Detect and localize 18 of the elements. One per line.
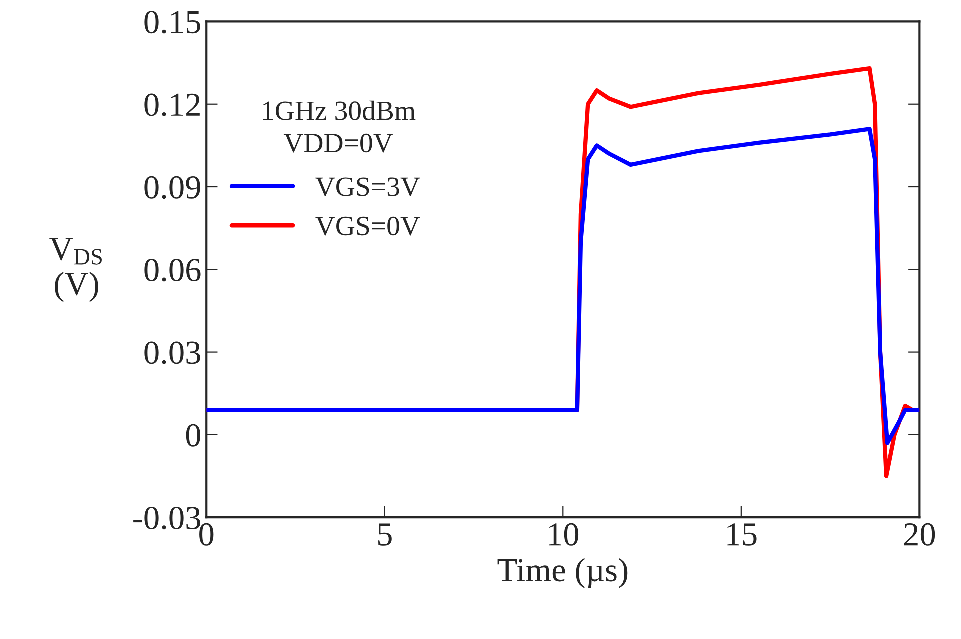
legend-label: VGS=0V xyxy=(316,216,420,236)
y-tick-label: 0.09 xyxy=(144,176,200,200)
line-series xyxy=(206,127,920,446)
x-tick-label: 10 xyxy=(549,523,579,546)
annotation: 1GHz 30dBm xyxy=(263,100,416,120)
legend-label: VGS=3V xyxy=(316,178,420,197)
y-axis-title: V$_{DS}$ (V) xyxy=(50,238,102,302)
y-tick-label: 0 xyxy=(186,424,200,447)
y-tick-label: 0.03 xyxy=(144,342,200,364)
y-tick-label: -0.03 xyxy=(134,506,200,530)
x-tick-label: 5 xyxy=(378,524,392,546)
y-tick-label: 0.06 xyxy=(144,259,201,282)
x-tick-label: 20 xyxy=(904,523,936,546)
y-tick-label: 0.12 xyxy=(144,94,200,116)
x-axis-title: Time (µs) xyxy=(498,558,628,588)
y-tick-label: 0.15 xyxy=(144,11,200,34)
x-tick-label: 15 xyxy=(728,524,757,546)
annotation: VDD=0V xyxy=(284,134,394,153)
